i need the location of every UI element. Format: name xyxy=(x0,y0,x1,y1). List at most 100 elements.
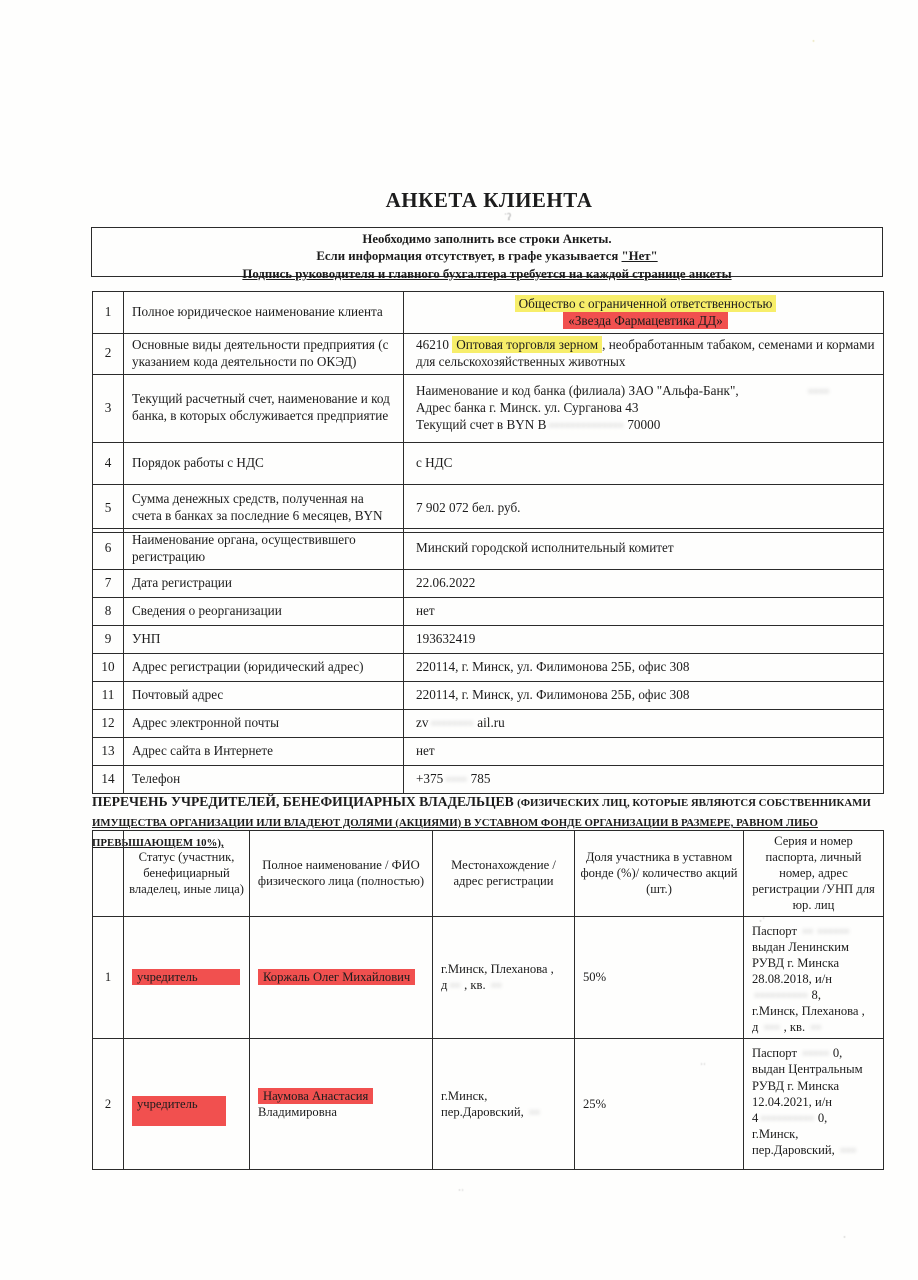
value-line: Текущий счет в BYN B •••••••••••••• 70000 xyxy=(416,416,661,432)
value-line: выдан Ленинским xyxy=(752,939,849,954)
row-value: 193632419 xyxy=(403,624,884,654)
value-line: нет xyxy=(416,602,435,618)
founder-name: Коржаль Олег Михайлович xyxy=(249,915,433,1040)
value-line: Наименование и код банка (филиала) ЗАО "… xyxy=(416,382,831,398)
value-line: •••••••••• 8, xyxy=(755,987,821,1002)
value-line: Наумова Анастасия xyxy=(258,1088,424,1105)
row-value: 46210 Оптовая торговля зерном, необработ… xyxy=(403,333,884,375)
row-label: Порядок работы с НДС xyxy=(123,441,404,485)
row-number: 3 xyxy=(92,373,124,443)
row-label: Текущий расчетный счет, наименование и к… xyxy=(123,373,404,443)
value-line: Минский городской исполнительный комитет xyxy=(416,540,674,556)
value-line: 220114, г. Минск, ул. Филимонова 25Б, оф… xyxy=(416,658,690,674)
value-line: 12.04.2021, и/н xyxy=(752,1094,832,1109)
notice-box: Необходимо заполнить все строки Анкеты. … xyxy=(91,227,883,281)
value-line: выдан Центральным xyxy=(752,1062,863,1077)
scan-speck: · xyxy=(812,36,815,46)
row-number: 7 xyxy=(92,568,124,598)
row-number: 5 xyxy=(92,483,124,533)
row-number: 8 xyxy=(92,596,124,626)
table-row: 13 Адрес сайта в Интернете нет xyxy=(92,736,884,766)
value-line: г.Минск, xyxy=(752,1126,799,1141)
table-row: 10 Адрес регистрации (юридический адрес)… xyxy=(92,652,884,682)
scan-speck: ʾʿ xyxy=(700,1062,706,1072)
value-line: Адрес банка г. Минск. ул. Сурганова 43 xyxy=(416,399,639,415)
scan-speck: ˙ʾ xyxy=(458,1188,464,1198)
value-line: нет xyxy=(416,742,435,758)
row-label: Адрес регистрации (юридический адрес) xyxy=(123,652,404,682)
value-line: 193632419 xyxy=(416,630,476,646)
value-line: РУВД г. Минска xyxy=(752,1078,840,1093)
founder-row: 2 учредитель Наумова Анастасия Владимиро… xyxy=(92,1038,884,1171)
value-line: 22.06.2022 xyxy=(416,574,476,590)
founders-table: Статус (участник, бенефициарный владелец… xyxy=(92,830,884,1171)
row-value: zv •••••••• ail.ru xyxy=(403,708,884,738)
value-line: д •••, кв. •• xyxy=(752,1020,822,1035)
value-line: РУВД г. Минска xyxy=(752,955,840,970)
value-line: «Звезда Фармацевтика ДД» xyxy=(416,311,875,330)
value-line: учредитель xyxy=(132,1096,241,1127)
value-line: zv •••••••• ail.ru xyxy=(416,714,505,730)
value-line: Владимировна xyxy=(258,1105,337,1120)
corner-cell xyxy=(92,830,124,917)
value-line: г.Минск, Плеханова , xyxy=(752,1004,865,1019)
founder-location: г.Минск, Плеханова , д ••, кв. •• xyxy=(432,915,575,1040)
value-line: Общество с ограниченной ответственностью xyxy=(416,294,875,313)
column-header-status: Статус (участник, бенефициарный владелец… xyxy=(123,830,250,917)
row-number: 6 xyxy=(92,528,124,570)
founder-passport: Паспорт ••••• 0, выдан Центральным РУВД г… xyxy=(743,1038,884,1171)
value-line: 4 •••••••••• 0, xyxy=(752,1110,828,1125)
table-row: 8 Сведения о реорганизации нет xyxy=(92,596,884,626)
value-line: 220114, г. Минск, ул. Филимонова 25Б, оф… xyxy=(416,686,690,702)
founder-status: учредитель xyxy=(123,1038,250,1171)
value-line: 28.08.2018, и/н xyxy=(752,971,832,986)
row-value: Общество с ограниченной ответственностью… xyxy=(403,291,884,334)
row-value: 7 902 072 бел. руб. xyxy=(403,483,884,533)
row-label: Сведения о реорганизации xyxy=(123,596,404,626)
row-label: Телефон xyxy=(123,764,404,794)
table-row: 7 Дата регистрации 22.06.2022 xyxy=(92,568,884,598)
row-number: 14 xyxy=(92,764,124,794)
registration-info-table: 6 Наименование органа, осуществившего ре… xyxy=(92,528,884,794)
table-row: 4 Порядок работы с НДС с НДС xyxy=(92,441,884,485)
value-line: Паспорт ••••• 0, xyxy=(752,1046,843,1061)
founder-status: учредитель xyxy=(123,915,250,1040)
row-label: Адрес сайта в Интернете xyxy=(123,736,404,766)
row-value: нет xyxy=(403,736,884,766)
founders-header-row: Статус (участник, бенефициарный владелец… xyxy=(92,830,884,917)
row-value: нет xyxy=(403,596,884,626)
value-line: Паспорт •• •••••• xyxy=(752,923,851,938)
value-line: г.Минск, Плеханова , xyxy=(441,962,554,977)
page-title: АНКЕТА КЛИЕНТА xyxy=(385,188,593,212)
table-row: 1 Полное юридическое наименование клиент… xyxy=(92,291,884,334)
column-header-share: Доля участника в уставном фонде (%)/ кол… xyxy=(574,830,744,917)
column-header-name: Полное наименование / ФИО физического ли… xyxy=(249,830,433,917)
table-row: 6 Наименование органа, осуществившего ре… xyxy=(92,528,884,570)
scan-speck: ·ʾ xyxy=(759,916,765,926)
row-number: 9 xyxy=(92,624,124,654)
value-line: г.Минск, xyxy=(441,1089,488,1104)
table-row: 9 УНП 193632419 xyxy=(92,624,884,654)
value-line: Коржаль Олег Михайлович xyxy=(258,969,424,986)
value-line: д ••, кв. •• xyxy=(441,978,503,993)
table-row: 2 Основные виды деятельности предприятия… xyxy=(92,333,884,375)
value-line: пер.Даровский, ••• xyxy=(752,1142,857,1157)
row-number: 11 xyxy=(92,680,124,710)
scan-speck: ˙ʔ xyxy=(504,212,511,222)
scan-speck: · xyxy=(843,1232,846,1242)
row-value: Минский городской исполнительный комитет xyxy=(403,528,884,570)
founder-location: г.Минск, пер.Даровский, •• xyxy=(432,1038,575,1171)
row-value: 22.06.2022 xyxy=(403,568,884,598)
value-line: +375 •••• 785 xyxy=(416,770,491,786)
row-value: 220114, г. Минск, ул. Филимонова 25Б, оф… xyxy=(403,680,884,710)
table-row: 12 Адрес электронной почты zv •••••••• ail… xyxy=(92,708,884,738)
row-value: Наименование и код банка (филиала) ЗАО "… xyxy=(403,373,884,443)
company-info-table: 1 Полное юридическое наименование клиент… xyxy=(92,291,884,533)
column-header-passport: Серия и номер паспорта, личный номер, ад… xyxy=(743,830,884,917)
row-label: Адрес электронной почты xyxy=(123,708,404,738)
row-number: 1 xyxy=(92,291,124,334)
table-row: 11 Почтовый адрес 220114, г. Минск, ул. … xyxy=(92,680,884,710)
table-row: 5 Сумма денежных средств, полученная на … xyxy=(92,483,884,533)
row-label: Наименование органа, осуществившего реги… xyxy=(123,528,404,570)
row-number: 2 xyxy=(92,1038,124,1171)
